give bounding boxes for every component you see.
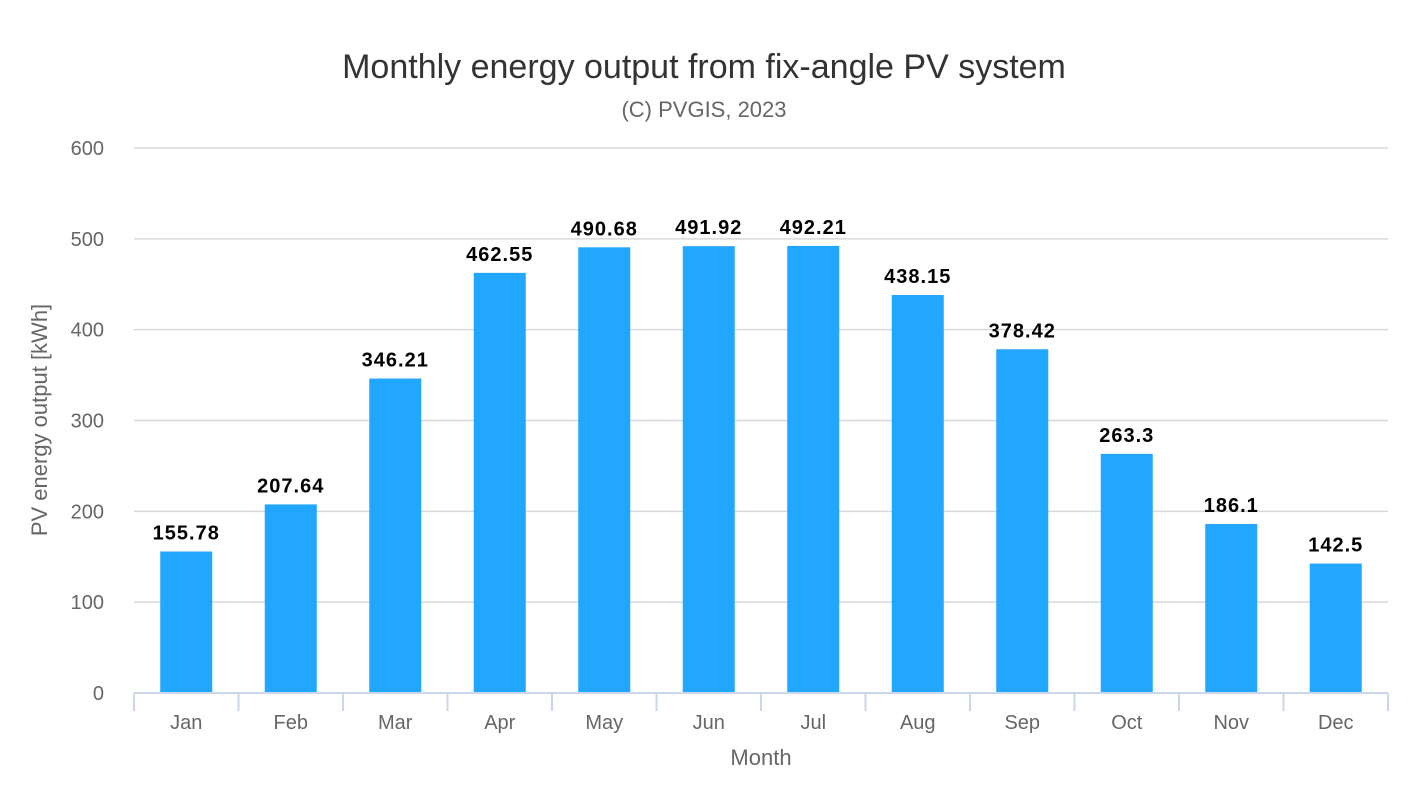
x-tick-label: Oct (1111, 712, 1143, 734)
bar-jun[interactable] (682, 246, 735, 693)
bar-sep[interactable] (996, 349, 1049, 693)
x-tick-label: Mar (378, 712, 413, 734)
x-axis: Jan Feb Mar Apr May Jun Jul Aug Sep Oct Nov Dec (133, 692, 1389, 734)
x-tick-label: Nov (1213, 712, 1249, 734)
data-label: 263.3 (1099, 425, 1154, 447)
bars (160, 245, 1362, 694)
bar-jul[interactable] (787, 245, 840, 694)
x-tick-label: Dec (1318, 712, 1354, 734)
data-label: 462.55 (466, 244, 533, 266)
data-label: 142.5 (1308, 535, 1363, 557)
bar-aug[interactable] (891, 295, 944, 693)
x-axis-title: Month (730, 745, 791, 770)
y-tick-label: 400 (71, 320, 104, 342)
x-tick-label: Jun (693, 712, 725, 734)
y-tick-label: 0 (93, 683, 104, 705)
bar-may[interactable] (578, 247, 631, 693)
x-tick-label: Apr (484, 712, 515, 734)
bar-mar[interactable] (369, 378, 422, 693)
x-tick-label: Aug (900, 712, 936, 734)
y-axis-ticks: 0 100 200 300 400 500 600 (71, 138, 104, 705)
gridlines (134, 147, 1388, 603)
x-tick-label: Feb (274, 712, 308, 734)
x-tick-label: May (585, 712, 623, 734)
bar-feb[interactable] (264, 504, 317, 693)
chart-subtitle: (C) PVGIS, 2023 (621, 97, 786, 122)
bar-oct[interactable] (1100, 453, 1153, 693)
data-label: 490.68 (571, 218, 638, 240)
y-tick-label: 300 (71, 411, 104, 433)
bar-nov[interactable] (1205, 523, 1258, 693)
x-tick-label: Sep (1004, 712, 1040, 734)
y-tick-label: 500 (71, 229, 104, 251)
x-tick-label: Jul (800, 712, 826, 734)
x-tick-label: Jan (170, 712, 202, 734)
bar-apr[interactable] (473, 272, 526, 693)
data-label: 207.64 (257, 475, 324, 497)
data-label: 378.42 (989, 320, 1056, 342)
data-label: 346.21 (362, 350, 429, 372)
data-label: 491.92 (675, 217, 742, 239)
y-tick-label: 600 (71, 138, 104, 160)
bar-dec[interactable] (1309, 563, 1362, 693)
data-labels: 155.78 207.64 346.21 462.55 490.68 491.92 492.… (153, 217, 1363, 557)
data-label: 186.1 (1204, 495, 1259, 517)
data-label: 155.78 (153, 522, 220, 544)
y-tick-label: 100 (71, 592, 104, 614)
y-axis-title: PV energy output [kWh] (27, 304, 52, 536)
y-tick-label: 200 (71, 501, 104, 523)
chart-title: Monthly energy output from fix-angle PV … (342, 48, 1066, 86)
data-label: 492.21 (780, 217, 847, 239)
bar-jan[interactable] (160, 551, 213, 693)
data-label: 438.15 (884, 266, 951, 288)
